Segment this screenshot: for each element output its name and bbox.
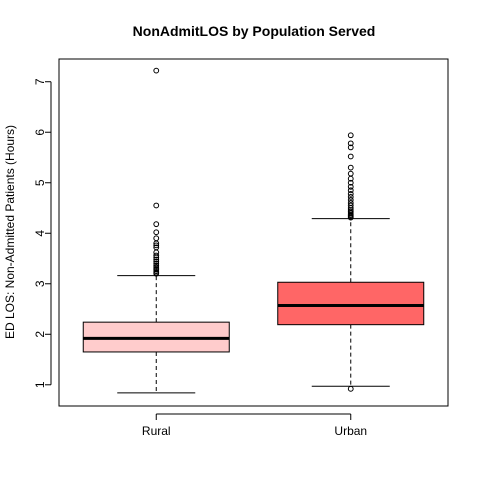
outlier-rural-9 xyxy=(153,256,160,263)
outlier-urban-18 xyxy=(347,170,354,177)
outlier-rural-17 xyxy=(153,229,160,236)
outlier-rural-16 xyxy=(153,235,160,242)
outlier-rural-13 xyxy=(153,244,160,251)
outlier-rural-6 xyxy=(153,262,160,269)
y-tick-label-6: 6 xyxy=(33,129,47,136)
outlier-urban-21 xyxy=(347,144,354,151)
box-urban xyxy=(277,281,425,326)
y-tick-label-2: 2 xyxy=(33,331,47,338)
chart-title: NonAdmitLOS by Population Served xyxy=(133,23,376,39)
y-tick-label-7: 7 xyxy=(33,78,47,85)
outlier-rural-19 xyxy=(153,202,160,209)
x-tick-label-rural: Rural xyxy=(142,424,171,438)
outlier-urban-23 xyxy=(347,132,354,139)
y-tick-label-4: 4 xyxy=(33,230,47,237)
outlier-rural-14 xyxy=(153,242,160,249)
outlier-rural-7 xyxy=(153,260,160,267)
y-tick-label-3: 3 xyxy=(33,280,47,287)
outlier-urban-9 xyxy=(347,202,354,209)
outlier-urban-11 xyxy=(347,197,354,203)
y-tick-label-5: 5 xyxy=(33,179,47,186)
plot-frame xyxy=(58,58,449,407)
outlier-rural-20 xyxy=(153,67,160,74)
y-axis-label: ED LOS: Non-Admitted Patients (Hours) xyxy=(3,125,17,339)
outlier-urban-16 xyxy=(347,179,354,186)
outlier-urban-22 xyxy=(347,140,354,147)
outlier-rural-18 xyxy=(153,221,160,228)
outlier-urban-19 xyxy=(347,164,354,171)
outlier-urban-15 xyxy=(347,183,354,190)
x-tick-label-urban: Urban xyxy=(334,424,367,438)
outlier-urban-10 xyxy=(347,200,354,206)
outlier-rural-12 xyxy=(153,249,160,256)
outlier-urban-0 xyxy=(347,385,354,392)
outlier-urban-14 xyxy=(347,187,354,194)
y-tick-label-1: 1 xyxy=(33,381,47,388)
outlier-urban-13 xyxy=(347,190,354,197)
outlier-urban-12 xyxy=(347,193,354,200)
outlier-rural-8 xyxy=(153,258,160,265)
outlier-rural-11 xyxy=(153,252,160,259)
outlier-urban-20 xyxy=(347,153,354,160)
